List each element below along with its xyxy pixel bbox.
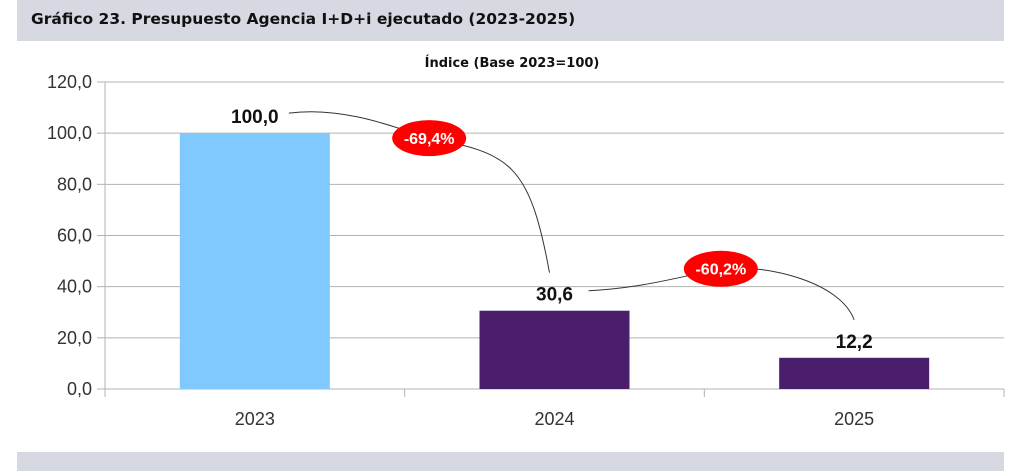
y-tick-label: 100,0 xyxy=(47,123,92,143)
change-label: -69,4% xyxy=(404,131,455,148)
chart-subtitle: Índice (Base 2023=100) xyxy=(424,56,600,71)
change-label: -60,2% xyxy=(695,262,746,279)
y-tick-label: 120,0 xyxy=(47,72,92,92)
change-badge xyxy=(392,120,467,157)
y-tick-label: 0,0 xyxy=(67,379,92,399)
change-badge xyxy=(683,250,758,287)
figure-title: Gráfico 23. Presupuesto Agencia I+D+i ej… xyxy=(31,10,576,28)
bar-2024 xyxy=(479,310,630,389)
x-tick-label: 2024 xyxy=(534,409,574,429)
y-tick-label: 20,0 xyxy=(57,328,92,348)
y-tick-label: 80,0 xyxy=(57,174,92,194)
y-tick-label: 40,0 xyxy=(57,277,92,297)
figure-header: Gráfico 23. Presupuesto Agencia I+D+i ej… xyxy=(17,0,1004,41)
data-label: 12,2 xyxy=(836,332,873,353)
bar-2023 xyxy=(179,133,330,389)
x-tick-label: 2023 xyxy=(235,409,275,429)
bar-2025 xyxy=(779,357,930,389)
y-tick-label: 60,0 xyxy=(57,226,92,246)
x-tick-label: 2025 xyxy=(834,409,874,429)
figure-footer xyxy=(17,452,1004,471)
data-label: 30,6 xyxy=(536,285,573,306)
data-label: 100,0 xyxy=(231,107,279,128)
